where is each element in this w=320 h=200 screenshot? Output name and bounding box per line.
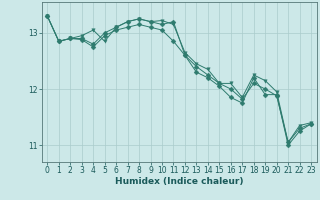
X-axis label: Humidex (Indice chaleur): Humidex (Indice chaleur) bbox=[115, 177, 244, 186]
